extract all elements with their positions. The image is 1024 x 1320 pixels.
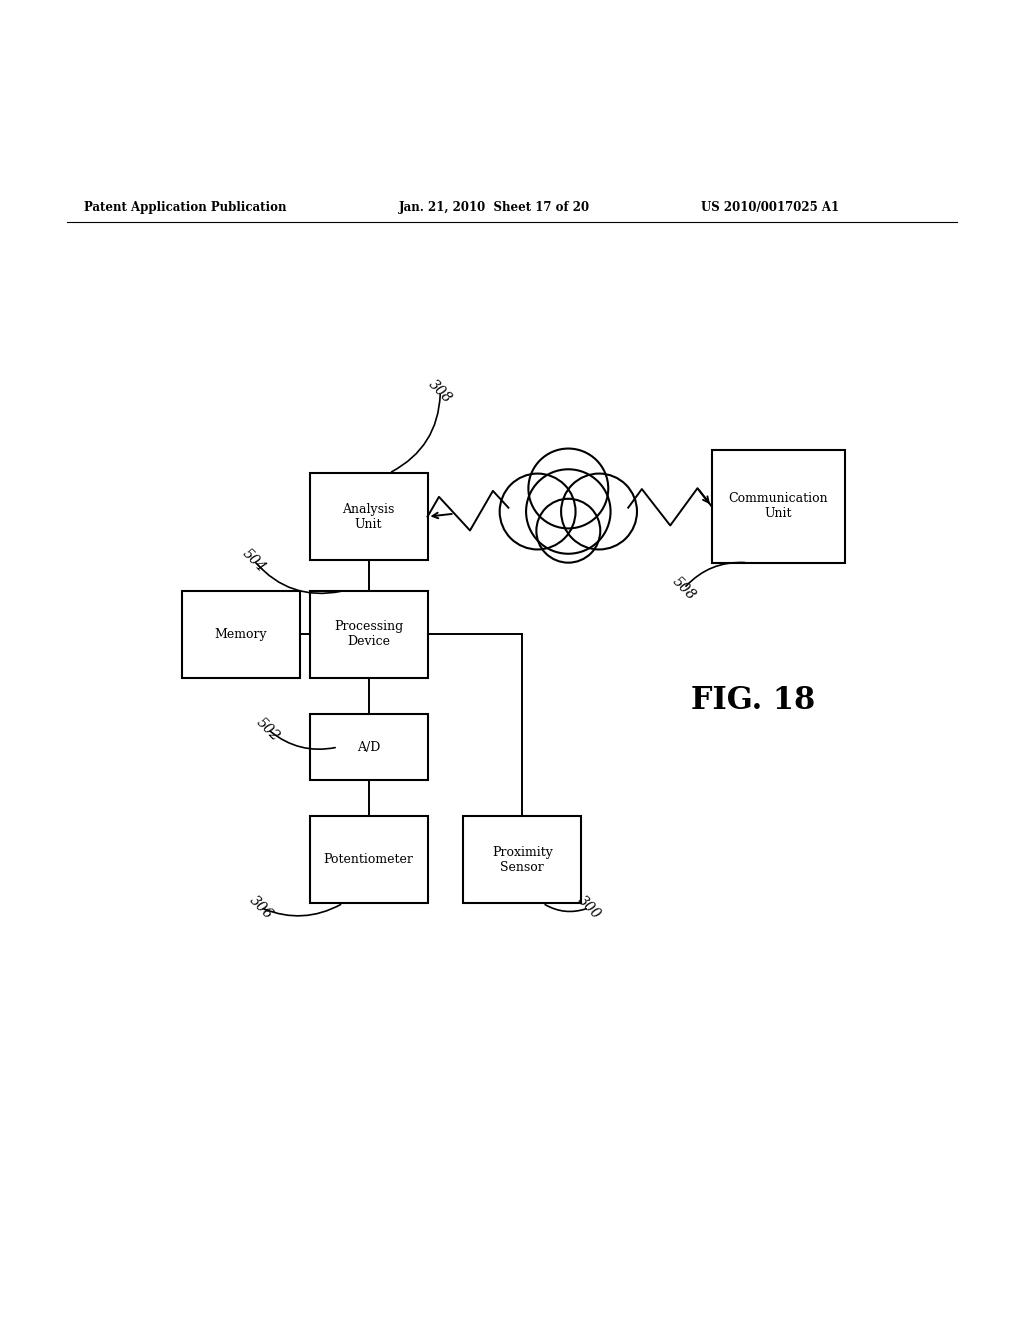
Text: Proximity
Sensor: Proximity Sensor: [492, 846, 553, 874]
Bar: [463, 816, 582, 903]
Circle shape: [561, 474, 637, 549]
Bar: [309, 816, 428, 903]
Text: 306: 306: [247, 894, 275, 923]
Circle shape: [537, 499, 600, 562]
Text: FIG. 18: FIG. 18: [690, 685, 815, 717]
Text: 308: 308: [426, 378, 455, 407]
Text: Communication
Unit: Communication Unit: [728, 492, 828, 520]
Circle shape: [526, 470, 610, 554]
Text: 300: 300: [574, 894, 603, 923]
Text: A/D: A/D: [357, 741, 380, 754]
Text: 504: 504: [240, 546, 268, 576]
Text: Jan. 21, 2010  Sheet 17 of 20: Jan. 21, 2010 Sheet 17 of 20: [399, 201, 591, 214]
Bar: [309, 714, 428, 780]
Bar: [309, 473, 428, 560]
Text: 502: 502: [254, 715, 283, 744]
Text: Memory: Memory: [214, 628, 267, 642]
Text: Analysis
Unit: Analysis Unit: [342, 503, 395, 531]
Text: Patent Application Publication: Patent Application Publication: [84, 201, 287, 214]
Text: Processing
Device: Processing Device: [334, 620, 403, 648]
Circle shape: [528, 449, 608, 528]
Circle shape: [500, 474, 575, 549]
Text: Potentiometer: Potentiometer: [324, 853, 414, 866]
Bar: [182, 591, 299, 678]
Text: US 2010/0017025 A1: US 2010/0017025 A1: [701, 201, 840, 214]
Bar: [309, 591, 428, 678]
Bar: [712, 450, 845, 562]
Text: 508: 508: [670, 574, 698, 603]
